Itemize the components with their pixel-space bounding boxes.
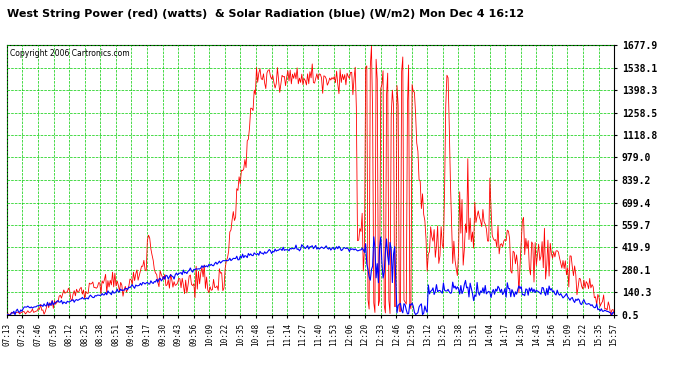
Text: West String Power (red) (watts)  & Solar Radiation (blue) (W/m2) Mon Dec 4 16:12: West String Power (red) (watts) & Solar …	[7, 9, 524, 20]
Text: Copyright 2006 Cartronics.com: Copyright 2006 Cartronics.com	[10, 49, 130, 58]
